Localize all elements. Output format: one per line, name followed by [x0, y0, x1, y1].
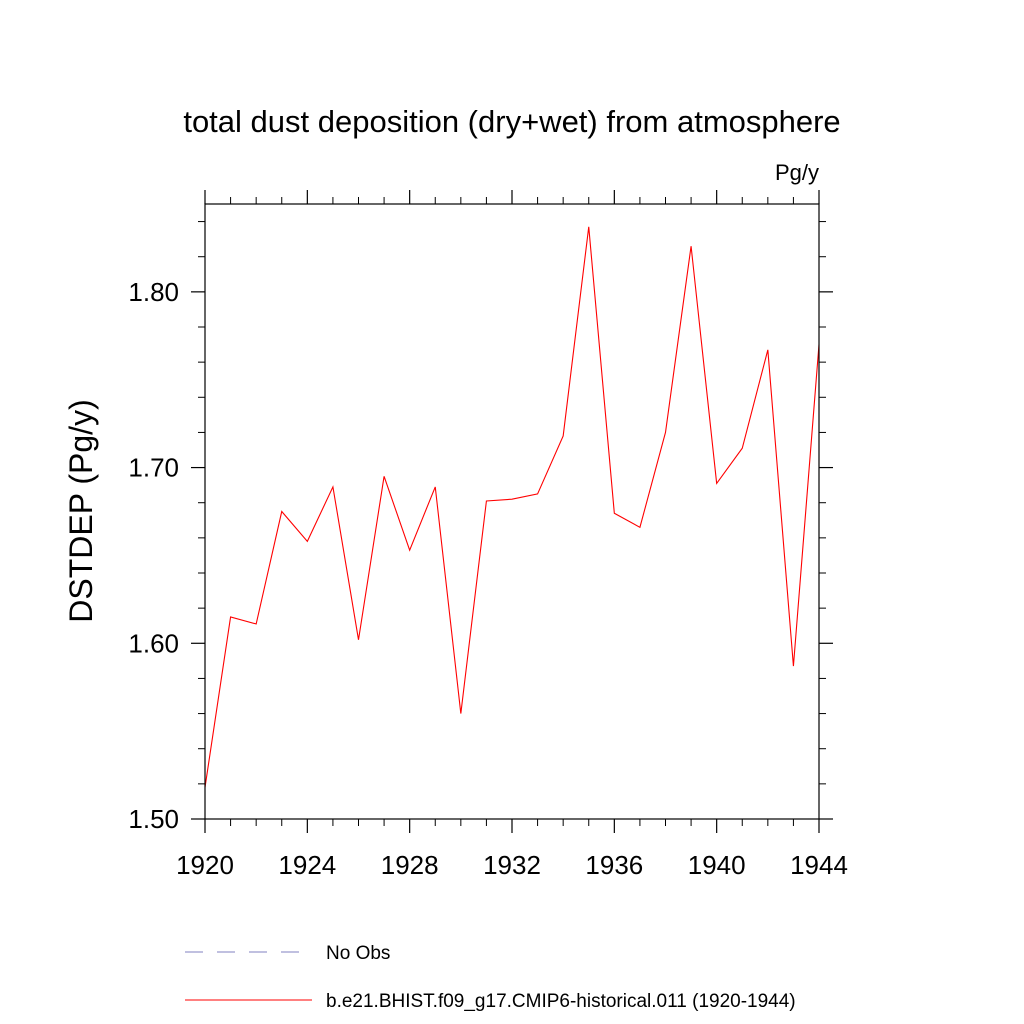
minor-ticks [198, 197, 826, 826]
x-tick-label: 1932 [483, 850, 541, 880]
y-tick-label: 1.60 [128, 628, 179, 658]
legend-label: No Obs [326, 943, 390, 964]
x-tick-label: 1944 [790, 850, 848, 880]
x-tick-label: 1920 [176, 850, 234, 880]
y-tick-label: 1.80 [128, 277, 179, 307]
legend-label: b.e21.BHIST.f09_g17.CMIP6-historical.011… [326, 991, 796, 1012]
plot-frame [204, 203, 820, 820]
x-tick-label: 1924 [278, 850, 336, 880]
y-tick-labels: 1.50 1.60 1.70 1.80 [128, 277, 179, 834]
y-tick-label: 1.50 [128, 804, 179, 834]
y-axis-label: DSTDEP (Pg/y) [63, 399, 99, 622]
units-label: Pg/y [775, 160, 819, 185]
legend: No Obs b.e21.BHIST.f09_g17.CMIP6-historic… [185, 943, 796, 1012]
x-tick-label: 1936 [585, 850, 643, 880]
series-line [204, 226, 820, 788]
series-layer [204, 226, 820, 788]
x-tick-label: 1940 [688, 850, 746, 880]
x-tick-label: 1928 [381, 850, 439, 880]
chart-title: total dust deposition (dry+wet) from atm… [183, 104, 840, 139]
major-ticks [191, 190, 833, 833]
y-tick-label: 1.70 [128, 453, 179, 483]
x-tick-labels: 1920 1924 1928 1932 1936 1940 1944 [176, 850, 848, 880]
